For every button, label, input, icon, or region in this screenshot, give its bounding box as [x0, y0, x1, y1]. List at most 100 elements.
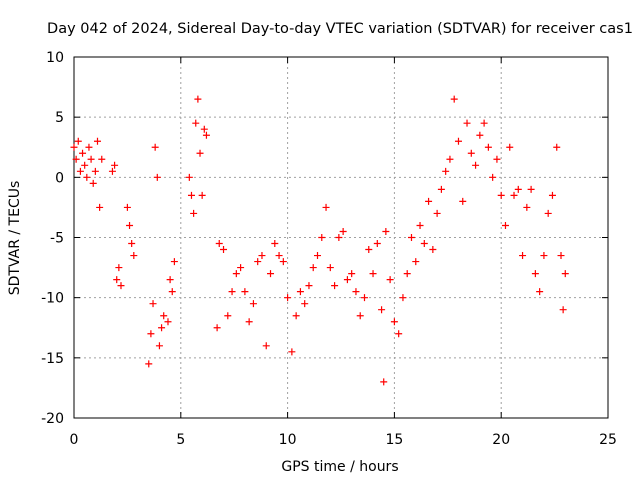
data-point	[187, 191, 195, 199]
data-point	[123, 203, 131, 211]
x-tick-label: 0	[70, 432, 79, 448]
data-point	[378, 306, 386, 314]
data-point	[117, 282, 125, 290]
data-point	[540, 252, 548, 260]
y-tick-label: -10	[41, 291, 64, 307]
data-point	[548, 191, 556, 199]
data-point	[450, 95, 458, 103]
data-point	[326, 264, 334, 272]
data-point	[382, 227, 390, 235]
y-tick-label: 5	[55, 110, 64, 126]
data-point	[74, 137, 82, 145]
data-point	[262, 342, 270, 350]
x-tick-label: 20	[492, 432, 510, 448]
data-point	[147, 330, 155, 338]
data-point	[258, 252, 266, 260]
data-point	[484, 143, 492, 151]
data-point	[467, 149, 475, 157]
data-point	[437, 185, 445, 193]
data-point	[510, 191, 518, 199]
data-point	[420, 240, 428, 248]
data-point	[213, 324, 221, 332]
data-point	[220, 246, 228, 254]
data-point	[151, 143, 159, 151]
data-point	[536, 288, 544, 296]
data-point	[153, 173, 161, 181]
data-point	[158, 324, 166, 332]
data-point	[108, 167, 116, 175]
data-point	[145, 360, 153, 368]
data-point	[76, 167, 84, 175]
data-point	[85, 143, 93, 151]
data-point	[254, 258, 262, 266]
data-point	[523, 203, 531, 211]
data-point	[407, 234, 415, 241]
x-axis-ticks: 0 5 10 15 20 25	[70, 57, 617, 448]
data-point	[155, 342, 163, 350]
data-point	[245, 318, 253, 326]
data-point	[87, 155, 95, 163]
data-point	[170, 258, 178, 266]
data-point	[318, 234, 326, 241]
data-point	[168, 288, 176, 296]
x-tick-label: 5	[176, 432, 185, 448]
data-point	[331, 282, 339, 290]
data-point	[190, 209, 198, 217]
data-point	[166, 276, 174, 284]
data-point	[429, 246, 437, 254]
data-point	[403, 270, 411, 278]
data-point	[553, 143, 561, 151]
data-point	[111, 161, 119, 169]
y-tick-label: 10	[46, 50, 64, 66]
data-point	[113, 276, 121, 284]
data-point	[296, 288, 304, 296]
data-point	[446, 155, 454, 163]
data-point	[70, 143, 78, 151]
data-point	[454, 137, 462, 145]
data-point	[196, 149, 204, 157]
data-point	[232, 270, 240, 278]
data-point	[544, 209, 552, 217]
data-point	[531, 270, 539, 278]
data-point	[352, 288, 360, 296]
data-point	[284, 294, 292, 302]
data-point	[527, 185, 535, 193]
data-point	[433, 209, 441, 217]
y-tick-label: -5	[50, 231, 64, 247]
data-point	[305, 282, 313, 290]
data-point	[442, 167, 450, 175]
data-point	[386, 276, 394, 284]
data-point	[476, 131, 484, 139]
data-point	[72, 155, 80, 163]
data-point	[194, 95, 202, 103]
data-point	[130, 252, 138, 260]
data-point	[115, 264, 123, 272]
data-point	[126, 221, 134, 229]
x-tick-label: 10	[279, 432, 297, 448]
data-point	[91, 167, 99, 175]
x-tick-label: 25	[599, 432, 617, 448]
data-point	[309, 264, 317, 272]
data-point	[373, 240, 381, 248]
data-point	[416, 221, 424, 229]
data-point	[557, 252, 565, 260]
x-axis-label: GPS time / hours	[281, 459, 398, 475]
data-point	[463, 119, 471, 127]
data-point	[89, 179, 97, 187]
data-point	[81, 161, 89, 169]
data-point	[472, 161, 480, 169]
data-point	[343, 276, 351, 284]
data-point	[399, 294, 407, 302]
data-point	[292, 312, 300, 320]
data-point	[79, 149, 87, 157]
data-point	[380, 378, 388, 386]
data-point	[480, 119, 488, 127]
data-point	[335, 234, 343, 241]
data-point	[390, 318, 398, 326]
data-point	[249, 300, 257, 308]
data-point	[514, 185, 522, 193]
y-tick-label: -20	[41, 411, 64, 427]
data-point	[339, 227, 347, 235]
data-point	[497, 191, 505, 199]
